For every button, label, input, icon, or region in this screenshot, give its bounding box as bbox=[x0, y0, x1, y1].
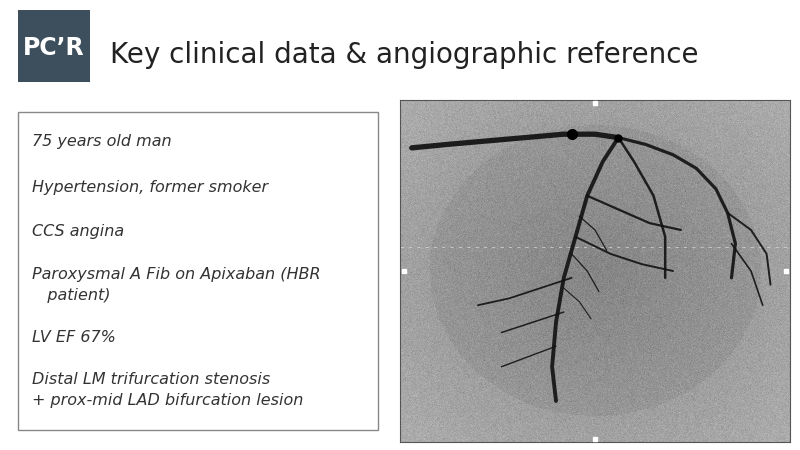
Text: Distal LM trifurcation stenosis
+ prox-mid LAD bifurcation lesion: Distal LM trifurcation stenosis + prox-m… bbox=[32, 372, 303, 408]
Text: Paroxysmal A Fib on Apixaban (HBR
   patient): Paroxysmal A Fib on Apixaban (HBR patien… bbox=[32, 267, 321, 303]
Text: 75 years old man: 75 years old man bbox=[32, 134, 172, 149]
FancyBboxPatch shape bbox=[18, 112, 378, 430]
Text: Hypertension, former smoker: Hypertension, former smoker bbox=[32, 180, 268, 195]
Text: LV EF 67%: LV EF 67% bbox=[32, 330, 116, 345]
Text: CCS angina: CCS angina bbox=[32, 224, 124, 239]
Text: PCʼR: PCʼR bbox=[23, 36, 85, 60]
FancyBboxPatch shape bbox=[18, 10, 90, 82]
Text: Key clinical data & angiographic reference: Key clinical data & angiographic referen… bbox=[110, 41, 698, 69]
